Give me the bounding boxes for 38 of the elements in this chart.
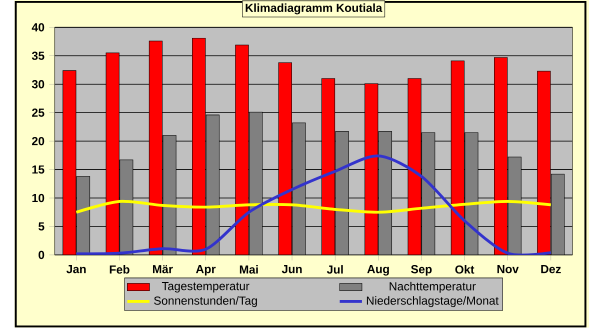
bar bbox=[278, 62, 292, 256]
x-tick-label: Mär bbox=[152, 265, 173, 274]
x-tick-label: Aug bbox=[367, 265, 389, 276]
y-tick-label: 40 bbox=[32, 23, 44, 32]
y-tick-label: 35 bbox=[32, 52, 44, 60]
bar bbox=[494, 57, 508, 256]
x-tick-label: Okt bbox=[455, 265, 474, 274]
x-tick-label: Nov bbox=[497, 265, 519, 274]
y-tick-label: 0 bbox=[38, 250, 44, 260]
bar bbox=[148, 40, 163, 256]
x-tick-label: Apr bbox=[196, 265, 216, 276]
y-tick-label: 30 bbox=[32, 80, 44, 88]
legend-label: Nachttemperatur bbox=[390, 282, 476, 293]
bar bbox=[192, 38, 206, 256]
x-tick-label: Feb bbox=[110, 265, 130, 274]
legend-label: Sonnenstunden/Tag bbox=[154, 296, 257, 308]
y-tick-label: 5 bbox=[38, 222, 44, 231]
line-series bbox=[74, 154, 552, 256]
x-tick-label: Jun bbox=[282, 265, 302, 274]
bar bbox=[62, 70, 76, 256]
x-tick-label: Mai bbox=[240, 265, 258, 274]
legend-label: Niederschlagstage/Monat bbox=[366, 296, 499, 308]
x-tick-label: Jan bbox=[66, 265, 86, 274]
bar bbox=[408, 78, 422, 256]
y-tick-label: 20 bbox=[32, 137, 44, 146]
x-tick-label: Dez bbox=[541, 265, 561, 274]
x-tick-label: Sep bbox=[411, 265, 432, 276]
chart-title: Klimadiagramm Koutiala bbox=[246, 4, 382, 15]
y-tick-label: 25 bbox=[32, 108, 44, 117]
y-tick-label: 10 bbox=[32, 194, 44, 202]
x-tick-label: Jul bbox=[326, 265, 343, 274]
y-tick-label: 15 bbox=[32, 166, 44, 174]
bar bbox=[364, 84, 378, 256]
line-series bbox=[74, 200, 552, 214]
legend-label: Tagestemperatur bbox=[162, 282, 250, 293]
bar bbox=[321, 78, 336, 256]
bar bbox=[537, 70, 551, 256]
bar bbox=[450, 60, 464, 256]
